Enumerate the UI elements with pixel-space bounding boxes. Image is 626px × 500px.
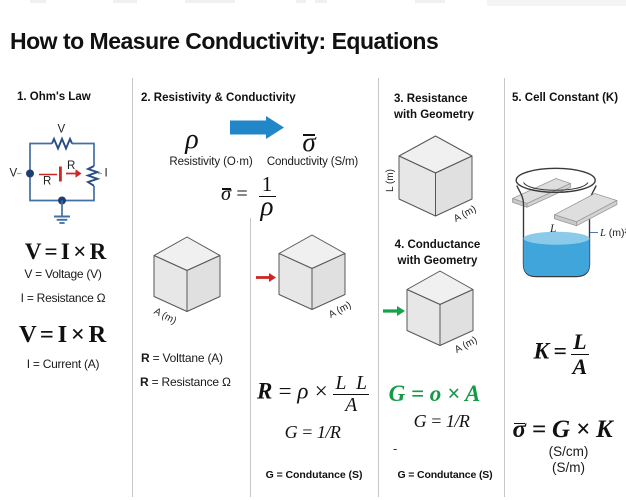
svg-text:R: R — [43, 176, 51, 188]
svg-text:V: V — [10, 168, 18, 180]
svg-text:R: R — [67, 160, 75, 172]
svg-text:V: V — [58, 124, 66, 136]
svg-text:I: I — [105, 168, 108, 180]
